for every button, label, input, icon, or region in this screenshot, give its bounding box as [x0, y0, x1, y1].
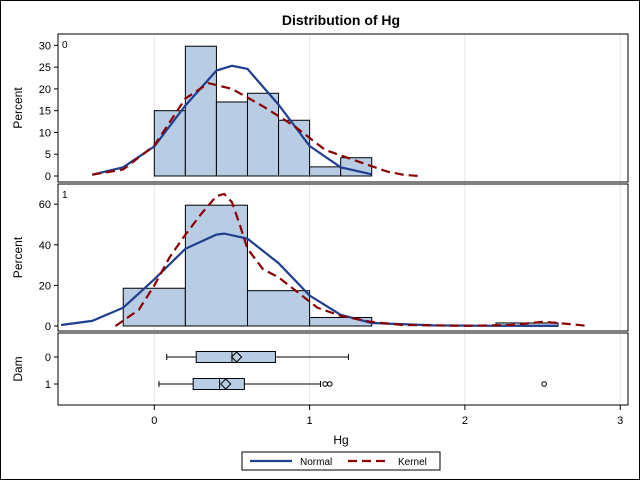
histogram-bar — [215, 101, 248, 177]
x-axis-label: Hg — [333, 433, 348, 447]
histogram-bar — [184, 204, 248, 327]
panel-label: 0 — [62, 40, 68, 51]
x-tick-label: 0 — [151, 415, 157, 427]
y-tick-label: 40 — [39, 240, 51, 252]
y-tick-label: 30 — [39, 40, 51, 52]
panel-frame — [57, 33, 629, 183]
kernel-curve — [114, 192, 590, 328]
y-tick-label: 0 — [45, 171, 51, 183]
y-tick-label: 5 — [45, 149, 51, 161]
y-tick-label: 60 — [39, 199, 51, 211]
mean-marker — [230, 351, 243, 363]
y-tick-label: 0 — [45, 321, 51, 333]
histogram-bar — [309, 316, 373, 327]
legend-label-kernel: Kernel — [398, 457, 427, 468]
panel-frame — [57, 183, 629, 332]
legend: Normal Kernel — [241, 451, 441, 471]
outlier-point — [541, 381, 547, 387]
histogram-bar — [309, 166, 342, 177]
panel-label: 1 — [62, 190, 68, 201]
plot-area: 0051015202530Percent10204060Percent01Dam… — [11, 33, 629, 427]
y-tick-label: 25 — [39, 62, 51, 74]
y-tick-label: 15 — [39, 106, 51, 118]
y-tick-label: 10 — [39, 127, 51, 139]
category-label: 1 — [45, 379, 51, 391]
y-tick-label: 20 — [39, 84, 51, 96]
panel-frame — [57, 332, 629, 406]
mean-marker — [220, 378, 232, 390]
histogram-panel-0: 0 0 5 10 15 20 25 30 Percent — [11, 33, 629, 183]
chart-title: Distribution of Hg — [282, 12, 400, 28]
outlier-point — [326, 381, 333, 387]
histogram-bar — [278, 119, 311, 177]
x-axis: 0 1 2 3 — [151, 405, 623, 427]
outlier-point — [322, 381, 328, 387]
x-tick-label: 1 — [307, 415, 313, 427]
boxplot-panel: 0 1 Dam — [11, 332, 629, 406]
box-dam-0 — [166, 351, 349, 363]
category-label: 0 — [45, 352, 51, 364]
histogram-bar — [246, 290, 311, 327]
histogram-bar — [122, 287, 186, 327]
y-tick-label: 20 — [39, 280, 51, 292]
x-tick-label: 2 — [462, 415, 468, 427]
legend-frame — [241, 451, 441, 471]
box-iqr — [192, 378, 245, 390]
histogram-bar — [184, 45, 217, 177]
y-axis-label: Percent — [11, 87, 25, 129]
kernel-curve — [92, 82, 419, 178]
box-dam-1 — [158, 378, 547, 390]
y-axis-label: Percent — [11, 236, 25, 278]
legend-label-normal: Normal — [300, 457, 332, 468]
y-axis-label: Dam — [11, 356, 25, 381]
x-tick-label: 3 — [617, 415, 623, 427]
histogram-panel-1: 1 0 20 40 60 Percent — [11, 183, 629, 333]
